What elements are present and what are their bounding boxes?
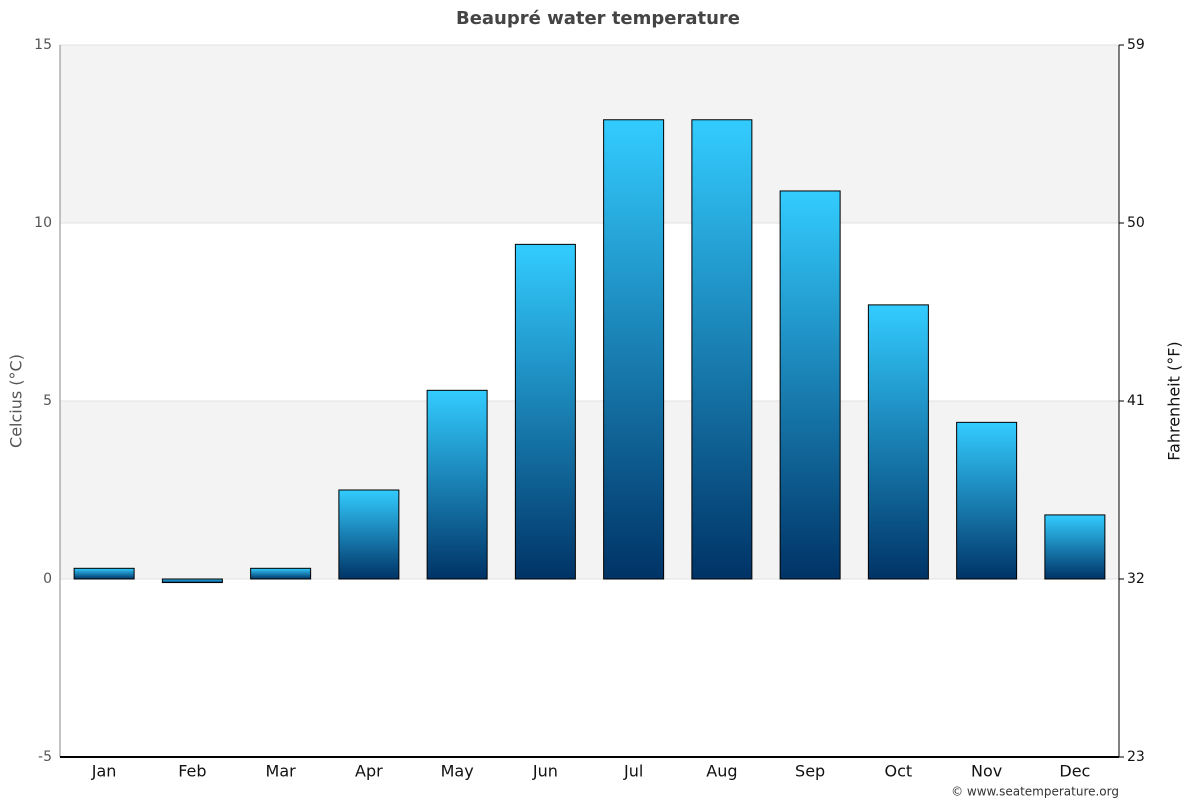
x-tick-label: Jan	[91, 762, 117, 781]
y2-tick-label: 23	[1127, 749, 1145, 765]
y2-tick-label: 32	[1127, 571, 1145, 587]
x-tick-label: Sep	[795, 762, 825, 781]
y-tick-label: -5	[38, 749, 52, 765]
bar	[514, 243, 576, 580]
y2-tick-label: 50	[1127, 215, 1145, 231]
x-tick-label: May	[441, 762, 474, 781]
plot-band	[60, 401, 1119, 579]
bar	[250, 567, 312, 580]
y2-tick-label: 59	[1127, 37, 1145, 53]
y-tick-label: 15	[34, 37, 52, 53]
y-tick-label: 5	[43, 393, 52, 409]
y2-tick-label: 41	[1127, 393, 1145, 409]
bar	[73, 567, 135, 580]
bar	[1044, 514, 1106, 580]
x-tick-label: Jul	[623, 762, 643, 781]
bar	[161, 578, 223, 584]
y2-axis-label: Fahrenheit (°F)	[1165, 341, 1184, 460]
x-tick-label: Dec	[1059, 762, 1090, 781]
x-tick-label: Jun	[532, 762, 558, 781]
bar	[338, 489, 400, 580]
y-tick-label: 0	[43, 571, 52, 587]
bar	[691, 119, 753, 580]
y-axis-label: Celcius (°C)	[7, 354, 26, 448]
x-tick-label: Mar	[266, 762, 297, 781]
y-tick-label: 10	[34, 215, 52, 231]
credit: © www.seatemperature.org	[951, 785, 1119, 799]
bar	[867, 304, 929, 580]
x-tick-label: Nov	[971, 762, 1002, 781]
bar	[426, 389, 488, 580]
plot-band	[60, 45, 1119, 223]
bar	[956, 421, 1018, 580]
x-tick-label: Apr	[355, 762, 383, 781]
x-tick-label: Aug	[706, 762, 737, 781]
bar	[603, 119, 665, 580]
x-tick-label: Oct	[885, 762, 913, 781]
x-tick-label: Feb	[178, 762, 206, 781]
bar	[779, 190, 841, 580]
chart-title: Beaupré water temperature	[456, 8, 740, 29]
